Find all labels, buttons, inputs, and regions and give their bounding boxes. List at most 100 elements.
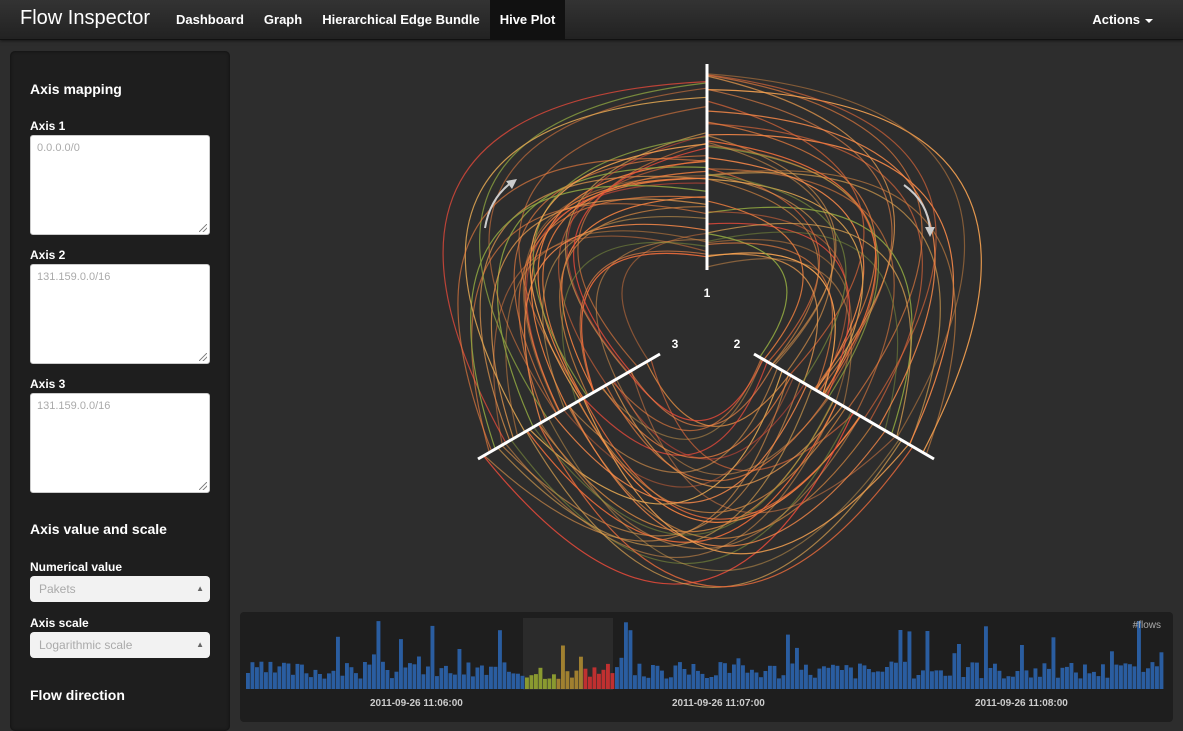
hive-axis-2[interactable] xyxy=(753,352,935,461)
timeline-bar xyxy=(772,665,777,689)
timeline-bar xyxy=(340,675,345,689)
timeline-bar xyxy=(1137,621,1141,689)
timeline-bar xyxy=(426,666,430,689)
hive-edge xyxy=(533,399,834,536)
timeline-bar xyxy=(970,662,975,689)
timeline-bar xyxy=(804,664,808,689)
timeline-bar xyxy=(831,664,835,689)
nav-hierarchical-edge-bundle[interactable]: Hierarchical Edge Bundle xyxy=(322,12,480,27)
timeline-tick-label: 2011-09-26 11:06:00 xyxy=(370,698,463,709)
timeline-bar xyxy=(390,678,394,689)
brand-title[interactable]: Flow Inspector xyxy=(20,7,151,29)
timeline-bar xyxy=(736,658,741,689)
timeline-bar xyxy=(489,666,493,689)
timeline-bar xyxy=(327,673,331,689)
hive-edge xyxy=(505,230,708,437)
hive-axis-label-1: 1 xyxy=(704,286,711,300)
timeline-bar xyxy=(430,625,435,689)
hive-edge xyxy=(582,398,910,555)
timeline-bar xyxy=(1029,677,1033,689)
resize-grip-icon[interactable] xyxy=(199,353,207,361)
timeline-bar xyxy=(768,665,772,689)
timeline-bar xyxy=(565,671,570,689)
hive-edge xyxy=(573,147,708,372)
nav-dashboard[interactable]: Dashboard xyxy=(176,12,244,27)
timeline-bar xyxy=(592,667,597,689)
timeline-bar xyxy=(525,677,529,689)
timeline-bar xyxy=(741,665,745,689)
nav-hive-plot[interactable]: Hive Plot xyxy=(489,0,566,39)
rotate-ccw-icon[interactable] xyxy=(484,181,513,229)
numerical-value-select[interactable]: Pakets ▲ xyxy=(30,576,210,602)
timeline-bar xyxy=(642,676,646,689)
hive-edge xyxy=(706,173,847,383)
nav-graph[interactable]: Graph xyxy=(263,12,303,27)
hive-edge xyxy=(706,252,836,395)
hive-plot[interactable]: 1 2 3 xyxy=(240,50,1180,605)
rotate-cw-icon[interactable] xyxy=(903,184,931,231)
timeline-bar xyxy=(588,676,592,689)
timeline-bar xyxy=(462,674,466,689)
axis3-input[interactable]: 131.159.0.0/16 xyxy=(30,393,210,493)
hive-edge xyxy=(478,82,708,420)
hive-edge xyxy=(540,415,862,550)
timeline-bar xyxy=(1011,676,1015,689)
axis1-input[interactable]: 0.0.0.0/0 xyxy=(30,135,210,235)
timeline-bar xyxy=(1074,672,1078,689)
timeline-bar xyxy=(363,662,367,689)
axis2-input[interactable]: 131.159.0.0/16 xyxy=(30,264,210,364)
hive-edge xyxy=(479,175,708,442)
axis-scale-select[interactable]: Logarithmic scale ▲ xyxy=(30,632,210,658)
timeline-bar xyxy=(745,672,750,689)
timeline-bar xyxy=(835,665,840,689)
timeline-bar xyxy=(1119,665,1123,689)
hive-edge xyxy=(553,384,808,504)
resize-grip-icon[interactable] xyxy=(199,224,207,232)
timeline-bar xyxy=(466,662,471,689)
hive-edge xyxy=(577,142,708,368)
timeline-bar xyxy=(282,662,286,689)
hive-edge xyxy=(611,381,844,489)
hive-edge xyxy=(529,143,708,401)
timeline-panel[interactable]: #flows 2011-09-26 11:06:00 2011-09-26 11… xyxy=(240,612,1173,722)
timeline-bar xyxy=(1002,678,1006,689)
timeline-bar xyxy=(781,675,786,689)
timeline-bar xyxy=(399,639,403,689)
axis3-placeholder: 131.159.0.0/16 xyxy=(37,400,111,412)
timeline-bar xyxy=(1051,637,1056,689)
hive-axis-3[interactable] xyxy=(477,352,661,461)
hive-edge xyxy=(706,157,865,391)
timeline-bar xyxy=(268,661,273,689)
timeline-bar xyxy=(777,678,781,689)
timeline-bar xyxy=(1159,652,1164,689)
hive-edge xyxy=(518,195,708,421)
timeline-bar xyxy=(313,669,318,689)
resize-grip-icon[interactable] xyxy=(199,482,207,490)
hive-edge xyxy=(568,406,875,540)
timeline-bar xyxy=(705,678,709,689)
hive-edge xyxy=(629,364,774,427)
timeline-bar xyxy=(714,675,718,689)
timeline-bar xyxy=(318,674,322,689)
hive-edge xyxy=(457,158,708,452)
timeline-bar xyxy=(691,664,696,689)
hive-edge xyxy=(627,359,764,422)
timeline-bar xyxy=(988,668,993,689)
timeline-bar xyxy=(808,674,813,689)
timeline-bar xyxy=(813,677,817,689)
hive-edge xyxy=(706,123,923,422)
hive-edge xyxy=(464,96,708,433)
hive-edge xyxy=(524,177,708,413)
hive-edge xyxy=(706,178,864,395)
timeline-bar xyxy=(552,674,556,689)
timeline-bar xyxy=(948,675,952,689)
timeline-bar xyxy=(286,663,291,689)
timeline-bar xyxy=(1128,664,1132,689)
timeline-histogram[interactable] xyxy=(240,612,1173,702)
timeline-bar xyxy=(673,665,678,689)
timeline-bar xyxy=(547,678,552,689)
timeline-bar xyxy=(795,647,799,689)
timeline-bar xyxy=(750,669,754,689)
actions-menu[interactable]: Actions xyxy=(1092,0,1153,39)
timeline-bar xyxy=(709,677,714,689)
